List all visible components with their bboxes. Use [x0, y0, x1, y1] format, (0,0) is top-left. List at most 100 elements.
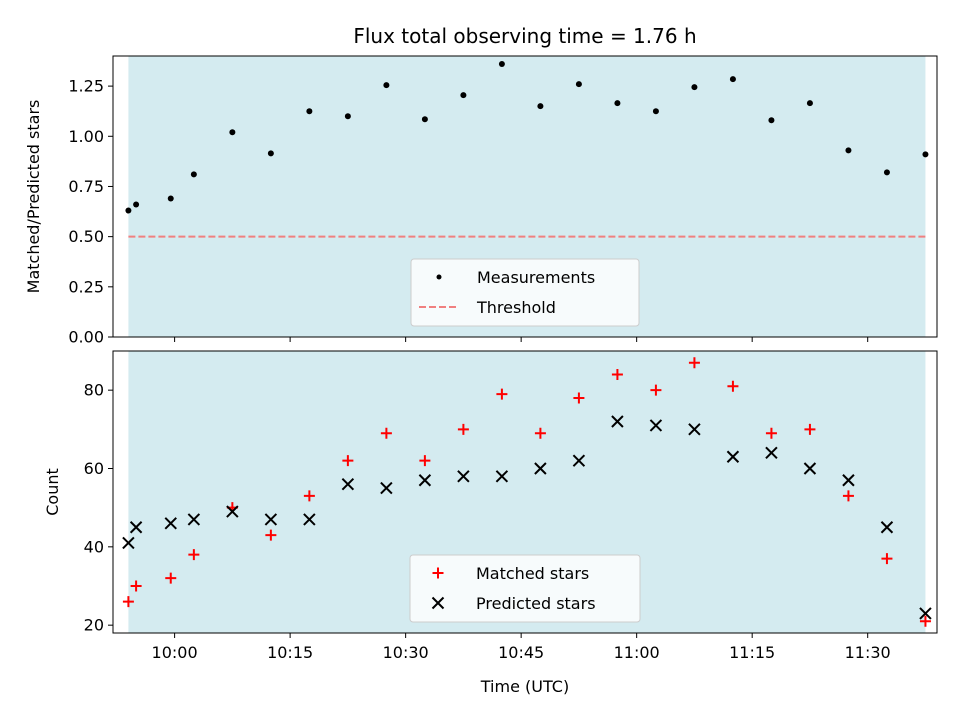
matched-star-point [188, 549, 200, 561]
legend-x-icon [431, 596, 445, 610]
x-axis-label: Time (UTC) [480, 677, 569, 696]
y-tick-label: 80 [84, 381, 104, 400]
y-tick-label: 0.75 [68, 177, 104, 196]
measurement-point [167, 195, 174, 202]
measurement-point [498, 61, 505, 68]
measurement-point [190, 171, 197, 178]
legend-label: Matched stars [476, 564, 589, 583]
legend-plus-icon [432, 567, 444, 579]
predicted-star-point [226, 505, 239, 518]
predicted-star-point [880, 521, 894, 534]
y-tick-label: 1.25 [68, 77, 104, 96]
measurement-point [344, 113, 351, 120]
matched-star-point [380, 427, 392, 439]
measurement-point [229, 129, 236, 136]
legend-label: Threshold [476, 298, 556, 317]
ratio-panel: 0.00 0.25 0.50 0.75 1.00 1.25 Measurements Thre… [24, 24, 938, 347]
measurement-point [768, 117, 775, 124]
matched-star-point [727, 380, 739, 392]
x-tick-label: 10:15 [267, 643, 313, 662]
matched-star-point [611, 369, 623, 380]
y-tick-label: 0.25 [68, 277, 104, 296]
matched-star-point [842, 490, 854, 502]
top-y-axis-label: Matched/Predicted stars [24, 100, 43, 294]
matched-star-point [419, 455, 431, 467]
x-tick-label: 11:00 [614, 643, 660, 662]
predicted-star-point [303, 513, 316, 526]
x-tick-label: 10:00 [152, 643, 198, 662]
matched-star-point [342, 455, 354, 467]
measurement-point [806, 100, 813, 107]
measurement-point [460, 92, 467, 99]
matched-star-point [573, 392, 585, 404]
predicted-star-point [919, 607, 932, 620]
measurement-point [421, 116, 428, 123]
matched-star-point [265, 529, 277, 541]
predicted-star-point [495, 470, 509, 483]
predicted-star-point [726, 450, 740, 463]
predicted-star-point [688, 423, 701, 436]
count-panel: 20 40 60 80 10:00 10:15 10:30 10:45 11:00 11:15 11… [43, 350, 938, 696]
matched-star-point [130, 580, 142, 592]
matched-star-point [881, 553, 893, 565]
x-tick-label: 11:15 [729, 643, 775, 662]
predicted-star-point [264, 513, 278, 526]
matched-star-point [919, 615, 931, 627]
measurement-point [537, 103, 544, 110]
y-tick-label: 60 [84, 459, 104, 478]
measurement-point [133, 201, 140, 208]
legend-box [409, 554, 641, 623]
bottom-y-axis-label: Count [43, 468, 62, 516]
matched-star-point [804, 423, 816, 435]
predicted-star-point [418, 474, 432, 487]
axes-frame [112, 55, 938, 338]
predicted-star-point [649, 419, 663, 432]
measurement-point [267, 150, 274, 157]
predicted-star-point [164, 517, 177, 530]
y-tick-label: 1.00 [68, 127, 104, 146]
predicted-star-point [765, 446, 778, 460]
predicted-star-point [803, 462, 817, 475]
matched-star-point [688, 357, 700, 369]
predicted-star-point [122, 536, 135, 550]
matched-star-point [650, 384, 662, 396]
measurement-point [575, 81, 582, 88]
x-tick-label: 10:30 [383, 643, 429, 662]
measurement-point [614, 100, 621, 107]
y-tick-label: 20 [84, 616, 104, 635]
chart-title: Flux total observing time = 1.76 h [353, 24, 696, 48]
predicted-star-point [380, 481, 393, 495]
legend-box [410, 258, 640, 327]
x-tick-label: 11:30 [845, 643, 891, 662]
matched-star-point [765, 427, 777, 439]
matched-star-point [496, 388, 508, 400]
measurement-point [845, 147, 852, 154]
measurement-point [125, 207, 132, 214]
matched-star-point [303, 490, 315, 502]
matched-star-point [165, 572, 177, 584]
measurement-point [383, 82, 390, 89]
axes-frame [112, 350, 938, 634]
legend-dot-icon [436, 274, 442, 280]
measurement-point [306, 108, 313, 115]
y-tick-label: 0.00 [68, 328, 104, 347]
measurement-point [691, 84, 698, 91]
y-tick-label: 40 [84, 537, 104, 556]
measurement-point [652, 108, 659, 115]
measurement-point [922, 151, 929, 158]
legend-label: Measurements [477, 268, 595, 287]
predicted-star-point [457, 470, 470, 483]
predicted-star-point [842, 474, 855, 487]
predicted-star-point [534, 462, 547, 475]
legend-label: Predicted stars [476, 594, 596, 613]
matched-star-point [534, 427, 546, 439]
measurement-point [883, 169, 890, 176]
predicted-star-point [611, 415, 624, 428]
x-tick-label: 10:45 [498, 643, 544, 662]
predicted-star-point [187, 513, 201, 526]
predicted-star-point [129, 521, 143, 534]
matched-star-point [457, 423, 469, 435]
measurement-point [729, 76, 736, 83]
predicted-star-point [572, 454, 586, 467]
